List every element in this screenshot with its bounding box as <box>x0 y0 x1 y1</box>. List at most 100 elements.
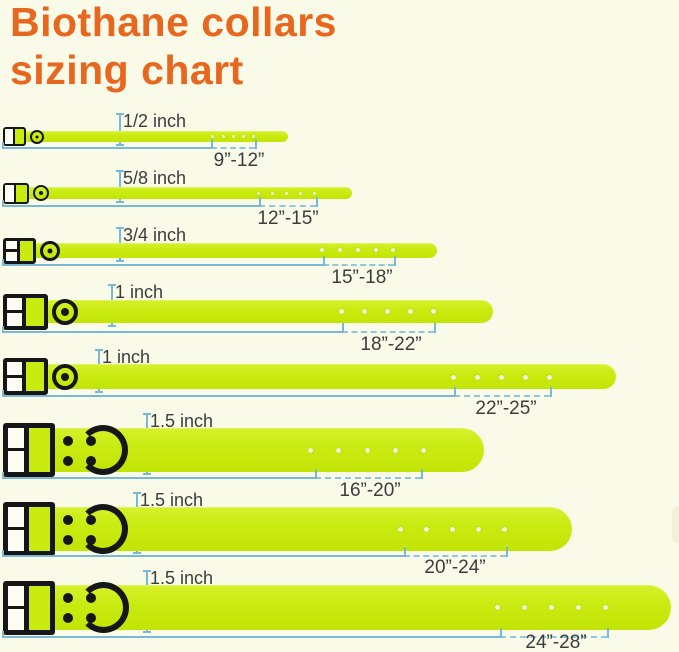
hole-dot <box>392 447 398 453</box>
hole-dot <box>356 248 360 252</box>
collar-strap <box>4 364 616 389</box>
ring-pin-icon <box>61 307 69 316</box>
hole-dot <box>498 374 504 380</box>
hole-dot <box>241 134 245 138</box>
rivet-dot <box>63 535 73 545</box>
collar-width-label: 1 inch <box>102 347 151 367</box>
bracket-tick-right <box>607 628 609 638</box>
size-bracket-dashed-line <box>323 264 394 266</box>
hole-dot <box>335 447 341 453</box>
size-range-label: 22”-25” <box>475 398 537 419</box>
hole-dot <box>575 604 581 610</box>
d-ring-icon <box>33 185 49 201</box>
size-bracket-line <box>2 205 259 207</box>
size-range-label: 18”-22” <box>360 334 422 355</box>
buckle-icon <box>3 294 48 330</box>
size-bracket-dashed-line <box>454 395 550 397</box>
bracket-tick-right <box>421 469 423 479</box>
width-dimension-line <box>116 170 124 203</box>
rivet-dot <box>86 436 96 446</box>
hole-dot <box>256 191 260 195</box>
buckle-frame <box>6 241 20 261</box>
collar-strap <box>4 187 352 199</box>
hole-dot <box>231 134 235 138</box>
hole-dot <box>384 308 390 314</box>
hole-dot <box>501 526 507 532</box>
size-range-label: 15”-18” <box>331 267 393 288</box>
hole-dot <box>364 447 370 453</box>
ring-pin-icon <box>39 191 43 195</box>
collar-width-label: 3/4 inch <box>123 225 187 245</box>
collar-strap <box>4 300 493 323</box>
d-ring-icon <box>78 582 129 633</box>
ring-pin-icon <box>35 135 39 138</box>
bracket-tick-mid <box>315 469 317 479</box>
bracket-tick-right <box>550 387 552 397</box>
hole-dot <box>361 308 367 314</box>
bracket-tick-mid <box>500 628 502 638</box>
bracket-tick-left <box>2 390 4 397</box>
hole-dot <box>602 604 608 610</box>
rivet-dot <box>86 593 96 603</box>
bracket-tick-left <box>2 259 4 266</box>
width-dimension-line <box>116 113 124 146</box>
bracket-tick-left <box>2 631 4 638</box>
collar-strap <box>4 131 288 142</box>
collar-edge-sliver <box>672 506 679 543</box>
hole-dot <box>397 526 403 532</box>
buckle-icon <box>3 581 55 635</box>
size-bracket-line <box>2 395 454 397</box>
collar-width-label: 1/2 inch <box>123 111 187 131</box>
buckle-icon <box>3 127 26 146</box>
hole-dot <box>312 191 316 195</box>
size-bracket-dashed-line <box>315 477 421 479</box>
hole-dot <box>307 447 313 453</box>
buckle-icon <box>3 502 55 556</box>
size-range-label: 16”-20” <box>339 480 401 501</box>
size-bracket-line <box>2 477 315 479</box>
d-ring-icon <box>40 240 60 261</box>
hole-dot <box>521 604 527 610</box>
hole-dot <box>430 308 436 314</box>
rivet-dot <box>63 436 73 446</box>
buckle-icon <box>3 183 29 204</box>
hole-dot <box>407 308 413 314</box>
size-bracket-dashed-line <box>259 205 316 207</box>
size-bracket-dashed-line <box>404 555 506 557</box>
bracket-tick-mid <box>404 547 406 557</box>
size-bracket-line <box>2 636 500 638</box>
d-ring-icon <box>52 298 78 325</box>
hole-dot <box>320 248 324 252</box>
d-ring-icon <box>78 504 128 554</box>
size-bracket-line <box>2 555 404 557</box>
rivet-dot <box>63 613 73 623</box>
hole-dot <box>210 134 214 138</box>
d-ring-icon <box>78 425 128 475</box>
bracket-tick-left <box>2 472 4 479</box>
buckle-icon <box>3 238 36 264</box>
hole-dot <box>221 134 225 138</box>
bracket-tick-mid <box>454 387 456 397</box>
size-bracket-line <box>2 264 323 266</box>
hole-dot <box>251 134 255 138</box>
hole-dot <box>338 248 342 252</box>
hole-dot <box>475 526 481 532</box>
hole-dot <box>391 248 395 252</box>
hole-dot <box>284 191 288 195</box>
size-range-label: 12”-15” <box>257 208 319 229</box>
bracket-tick-right <box>316 197 318 207</box>
size-range-label: 20”-24” <box>424 557 486 578</box>
bracket-tick-left <box>2 550 4 557</box>
hole-dot <box>420 447 426 453</box>
rivet-dot <box>63 456 73 466</box>
hole-dot <box>270 191 274 195</box>
hole-dot <box>298 191 302 195</box>
chart-title-line2: sizing chart <box>10 47 244 93</box>
hole-dot <box>546 374 552 380</box>
rivet-dot <box>63 515 73 525</box>
bracket-tick-left <box>2 200 4 207</box>
buckle-frame <box>5 185 16 202</box>
size-range-label: 9”-12” <box>213 150 265 171</box>
chart-title: Biothane collars sizing chart <box>10 0 337 94</box>
